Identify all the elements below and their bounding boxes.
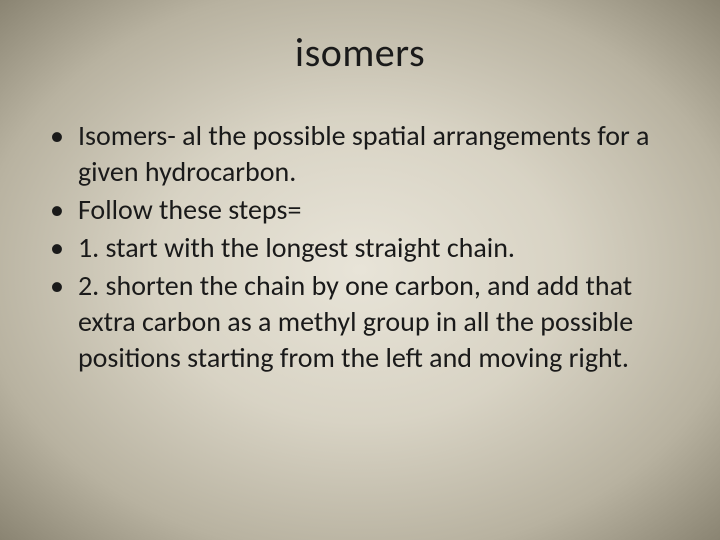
slide: isomers • Isomers- al the possible spati… (0, 0, 720, 540)
bullet-text: Isomers- al the possible spatial arrange… (78, 118, 670, 190)
slide-body: • Isomers- al the possible spatial arran… (50, 118, 670, 378)
bullet-text: Follow these steps= (78, 192, 301, 228)
bullet-text: 2. shorten the chain by one carbon, and … (78, 268, 670, 376)
bullet-marker-icon: • (50, 118, 64, 154)
bullet-item: • Isomers- al the possible spatial arran… (50, 118, 670, 190)
bullet-marker-icon: • (50, 268, 64, 304)
bullet-item: • Follow these steps= (50, 192, 670, 228)
bullet-marker-icon: • (50, 230, 64, 266)
bullet-item: • 2. shorten the chain by one carbon, an… (50, 268, 670, 376)
bullet-text: 1. start with the longest straight chain… (78, 230, 515, 266)
slide-title: isomers (0, 28, 720, 77)
bullet-item: • 1. start with the longest straight cha… (50, 230, 670, 266)
bullet-marker-icon: • (50, 192, 64, 228)
